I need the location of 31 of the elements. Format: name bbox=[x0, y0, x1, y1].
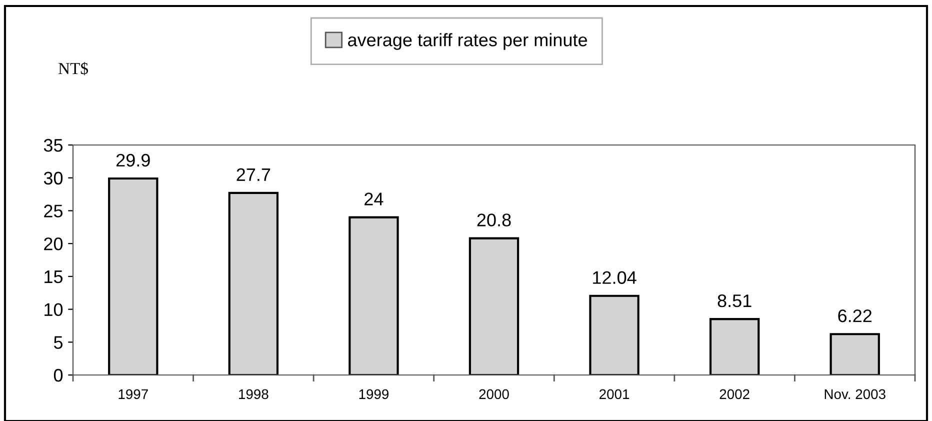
x-tick-label: Nov. 2003 bbox=[824, 389, 886, 400]
x-tick-label: 2000 bbox=[479, 389, 509, 400]
y-tick-label: 5 bbox=[54, 336, 63, 349]
data-label: 8.51 bbox=[718, 294, 752, 308]
y-tick-label: 30 bbox=[44, 172, 63, 185]
y-tick-label: 0 bbox=[54, 368, 63, 382]
bar bbox=[589, 294, 640, 375]
bar bbox=[468, 237, 520, 375]
y-tick-label: 15 bbox=[44, 270, 63, 284]
x-tick-label: 2001 bbox=[600, 389, 630, 400]
x-tick-label: 2002 bbox=[720, 389, 750, 400]
bar bbox=[709, 318, 760, 375]
y-axis-title: NT$ bbox=[58, 62, 88, 76]
bar bbox=[108, 177, 158, 375]
y-tick-label: 20 bbox=[44, 238, 63, 250]
y-tick-label: 10 bbox=[44, 303, 63, 316]
data-label: 27.7 bbox=[236, 168, 270, 181]
x-tick-label: 1999 bbox=[359, 389, 389, 400]
data-label: 20.8 bbox=[477, 214, 511, 226]
legend-label: average tariff rates per minute bbox=[348, 33, 587, 50]
data-label: 29.9 bbox=[116, 154, 150, 167]
bar bbox=[830, 333, 880, 375]
y-tick-label: 25 bbox=[44, 204, 63, 218]
data-label: 12.04 bbox=[593, 271, 636, 284]
bar bbox=[228, 192, 279, 375]
x-tick-label: 1998 bbox=[239, 389, 268, 400]
x-tick-label: 1997 bbox=[118, 389, 148, 400]
y-tick-label: 35 bbox=[44, 138, 63, 152]
data-label: 6.22 bbox=[838, 309, 872, 322]
bar bbox=[348, 216, 399, 375]
data-label: 24 bbox=[364, 192, 384, 206]
